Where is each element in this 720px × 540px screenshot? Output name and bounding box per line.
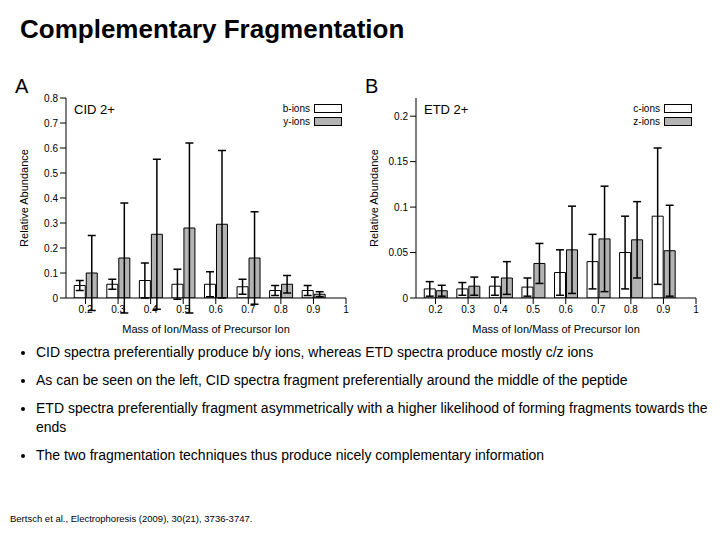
- svg-text:Relative Abundance: Relative Abundance: [18, 149, 30, 247]
- svg-text:0.7: 0.7: [241, 304, 255, 315]
- svg-text:0.2: 0.2: [429, 304, 443, 315]
- svg-text:0.9: 0.9: [306, 304, 320, 315]
- svg-text:0.5: 0.5: [526, 304, 540, 315]
- svg-text:0.3: 0.3: [461, 304, 475, 315]
- html-text:ETD 2+: ETD 2+: [424, 102, 469, 117]
- svg-text:1: 1: [693, 304, 699, 315]
- svg-text:0.3: 0.3: [44, 218, 58, 229]
- svg-text:0.5: 0.5: [44, 168, 58, 179]
- svg-text:0.9: 0.9: [656, 304, 670, 315]
- html-text:y-ions: y-ions: [283, 116, 310, 127]
- html-text:z-ions: z-ions: [633, 116, 660, 127]
- svg-text:0.3: 0.3: [111, 304, 125, 315]
- svg-text:Mass of Ion/Mass of Precursor: Mass of Ion/Mass of Precursor Ion: [122, 323, 290, 335]
- svg-text:0.4: 0.4: [144, 304, 158, 315]
- svg-text:0.1: 0.1: [44, 268, 58, 279]
- svg-text:0.15: 0.15: [389, 156, 409, 167]
- svg-text:0.6: 0.6: [44, 143, 58, 154]
- html-text:Bertsch et al., Electrophoresi: Bertsch et al., Electrophoresis (2009), …: [10, 513, 253, 524]
- html-text:c-ions: c-ions: [633, 103, 660, 114]
- html-text:CID spectra preferentially pro: CID spectra preferentially produce b/y i…: [36, 344, 594, 360]
- html-text:A: A: [15, 75, 29, 97]
- html-text:ETD spectra preferentially fra: ETD spectra preferentially fragment asym…: [36, 400, 708, 435]
- svg-text:0.4: 0.4: [494, 304, 508, 315]
- svg-text:0.8: 0.8: [624, 304, 638, 315]
- svg-text:0: 0: [52, 293, 58, 304]
- html-text:B: B: [365, 75, 379, 97]
- svg-text:Mass of Ion/Mass of Precursor: Mass of Ion/Mass of Precursor Ion: [472, 323, 640, 335]
- svg-text:0.6: 0.6: [559, 304, 573, 315]
- svg-text:0.05: 0.05: [389, 247, 409, 258]
- html-text:As can be seen on the left, CI: As can be seen on the left, CID spectra …: [36, 372, 628, 388]
- html-text:The two fragmentation techniqu: The two fragmentation techniques thus pr…: [36, 447, 545, 463]
- svg-text:0.8: 0.8: [44, 93, 58, 104]
- svg-text:0.2: 0.2: [44, 243, 58, 254]
- svg-text:0: 0: [402, 293, 408, 304]
- html-text:b-ions: b-ions: [282, 103, 310, 114]
- svg-text:Relative Abundance: Relative Abundance: [368, 149, 380, 247]
- svg-text:0.4: 0.4: [44, 193, 58, 204]
- svg-text:0.7: 0.7: [591, 304, 605, 315]
- svg-text:1: 1: [343, 304, 349, 315]
- svg-text:0.1: 0.1: [394, 202, 408, 213]
- svg-text:0.5: 0.5: [176, 304, 190, 315]
- html-text:Complementary Fragmentation: Complementary Fragmentation: [20, 14, 405, 44]
- html-text:CID 2+: CID 2+: [74, 102, 115, 117]
- svg-text:0.2: 0.2: [394, 111, 408, 122]
- svg-text:0.8: 0.8: [274, 304, 288, 315]
- svg-text:0.7: 0.7: [44, 118, 58, 129]
- svg-text:0.6: 0.6: [209, 304, 223, 315]
- svg-text:0.2: 0.2: [79, 304, 93, 315]
